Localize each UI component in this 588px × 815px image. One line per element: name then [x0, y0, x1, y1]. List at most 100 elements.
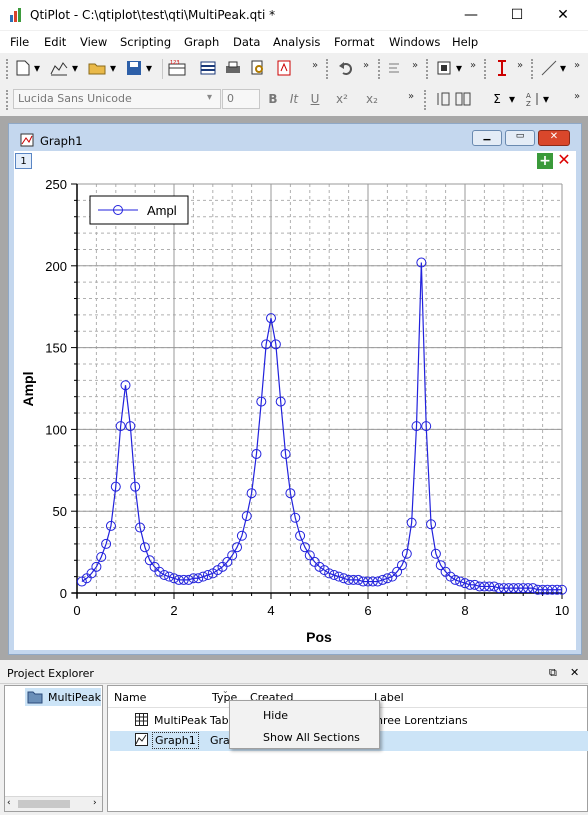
chevron-down-icon[interactable]: ▾ — [71, 61, 79, 75]
menu-view[interactable]: View — [80, 35, 108, 49]
font-size-spinner[interactable]: 0 — [222, 89, 260, 109]
more-chevron-icon[interactable]: » — [574, 60, 581, 71]
chevron-down-icon[interactable]: ▾ — [542, 92, 550, 106]
italic-button[interactable]: It — [289, 92, 299, 106]
folder-tree[interactable]: MultiPeak ‹ › — [4, 685, 103, 812]
data-point — [450, 574, 461, 585]
menu-item-hide[interactable]: Hide — [263, 709, 289, 722]
more-chevron-icon[interactable]: » — [408, 91, 415, 102]
data-reader-icon[interactable] — [493, 59, 511, 77]
toolbar-grip[interactable] — [6, 90, 10, 110]
data-point — [430, 548, 441, 559]
sum-icon[interactable]: Σ — [493, 92, 501, 106]
list-item[interactable]: MultiPeak Tab hree Lorentzians — [110, 711, 588, 731]
save-icon[interactable] — [125, 59, 143, 77]
chevron-down-icon[interactable]: ▾ — [145, 61, 153, 75]
toolbar-grip[interactable] — [531, 59, 535, 79]
more-chevron-icon[interactable]: » — [412, 60, 419, 71]
column-name[interactable]: Name — [114, 691, 147, 704]
toolbar-grip[interactable] — [426, 59, 430, 79]
chevron-down-icon[interactable]: ▾ — [109, 61, 117, 75]
superscript-button[interactable]: x² — [336, 92, 348, 106]
export-pdf-icon[interactable] — [275, 59, 293, 77]
chevron-down-icon[interactable]: ▾ — [455, 61, 463, 75]
toolbar-grip[interactable] — [326, 59, 330, 79]
data-point — [508, 583, 519, 594]
add-layer-plus-icon[interactable]: + — [537, 153, 553, 169]
open-folder-icon[interactable] — [88, 59, 106, 77]
data-point — [96, 552, 107, 563]
graph-canvas[interactable] — [14, 151, 576, 650]
x-tick-label: 2 — [170, 603, 177, 618]
graph-restore-button[interactable]: ▭ — [505, 130, 535, 146]
chevron-down-icon[interactable]: ▾ — [207, 92, 213, 103]
tree-item-multipeak[interactable]: MultiPeak — [25, 688, 101, 706]
toolbar-grip[interactable] — [378, 59, 382, 79]
data-point — [314, 561, 325, 572]
print-icon[interactable] — [224, 59, 242, 77]
data-point — [232, 542, 243, 553]
close-icon[interactable]: ✕ — [570, 666, 580, 679]
menu-scripting[interactable]: Scripting — [120, 35, 172, 49]
add-column-icon[interactable] — [434, 90, 452, 108]
chevron-down-icon[interactable]: ▾ — [559, 61, 567, 75]
menu-data[interactable]: Data — [233, 35, 261, 49]
align-icon[interactable] — [386, 59, 404, 77]
menu-analysis[interactable]: Analysis — [273, 35, 321, 49]
menu-format[interactable]: Format — [334, 35, 375, 49]
column-label[interactable]: Label — [374, 691, 404, 704]
draw-line-icon[interactable] — [540, 59, 558, 77]
scroll-left-icon[interactable]: ‹ — [7, 798, 11, 808]
more-chevron-icon[interactable]: » — [574, 91, 581, 102]
more-chevron-icon[interactable]: » — [517, 60, 524, 71]
legend[interactable]: Ampl — [89, 195, 189, 225]
menu-help[interactable]: Help — [452, 35, 479, 49]
toolbar-grip[interactable] — [484, 59, 488, 79]
matrix-icon[interactable] — [199, 59, 217, 77]
toolbar-grip[interactable] — [424, 90, 428, 110]
item-type: Tab — [210, 714, 229, 727]
toolbar-grip[interactable] — [6, 59, 10, 79]
menu-windows[interactable]: Windows — [389, 35, 441, 49]
chevron-down-icon[interactable]: ▾ — [508, 92, 516, 106]
data-point — [372, 576, 383, 587]
close-button[interactable]: ✕ — [557, 7, 569, 23]
maximize-button[interactable]: ☐ — [510, 7, 524, 23]
font-family-combo[interactable]: Lucida Sans Unicode — [13, 89, 221, 109]
menu-edit[interactable]: Edit — [44, 35, 67, 49]
y-axis-label: Ampl — [20, 372, 36, 407]
scroll-right-icon[interactable]: › — [93, 798, 97, 808]
x-tick-label: 10 — [555, 603, 569, 618]
menu-graph[interactable]: Graph — [184, 35, 220, 49]
more-chevron-icon[interactable]: » — [363, 60, 370, 71]
bold-button[interactable]: B — [268, 92, 278, 106]
menu-file[interactable]: File — [10, 35, 30, 49]
data-point — [125, 421, 136, 432]
data-point — [406, 517, 417, 528]
more-chevron-icon[interactable]: » — [312, 60, 319, 71]
data-point — [411, 421, 422, 432]
chevron-down-icon[interactable]: ▾ — [33, 61, 41, 75]
float-icon[interactable]: ⧉ — [549, 666, 557, 679]
item-name: MultiPeak — [154, 714, 208, 727]
menu-item-show-all-sections[interactable]: Show All Sections — [263, 731, 360, 744]
delete-layer-icon[interactable]: ✕ — [557, 150, 571, 169]
more-chevron-icon[interactable]: » — [470, 60, 477, 71]
underline-button[interactable]: U — [310, 92, 320, 106]
new-plot-icon[interactable] — [50, 59, 68, 77]
columns-icon[interactable] — [454, 90, 472, 108]
horizontal-scrollbar[interactable]: ‹ › — [5, 796, 102, 811]
new-table-icon[interactable]: 123 — [168, 59, 186, 77]
undo-icon[interactable] — [337, 59, 355, 77]
graph-close-button[interactable]: ✕ — [538, 130, 570, 146]
print-preview-icon[interactable] — [249, 59, 267, 77]
layer-button[interactable]: 1 — [15, 153, 32, 169]
graph-minimize-button[interactable]: ▁ — [472, 130, 502, 146]
minimize-button[interactable]: — — [464, 7, 478, 23]
new-document-icon[interactable] — [14, 59, 32, 77]
subscript-button[interactable]: x₂ — [366, 92, 378, 106]
add-layer-icon[interactable] — [435, 59, 453, 77]
scroll-thumb[interactable] — [18, 800, 70, 808]
